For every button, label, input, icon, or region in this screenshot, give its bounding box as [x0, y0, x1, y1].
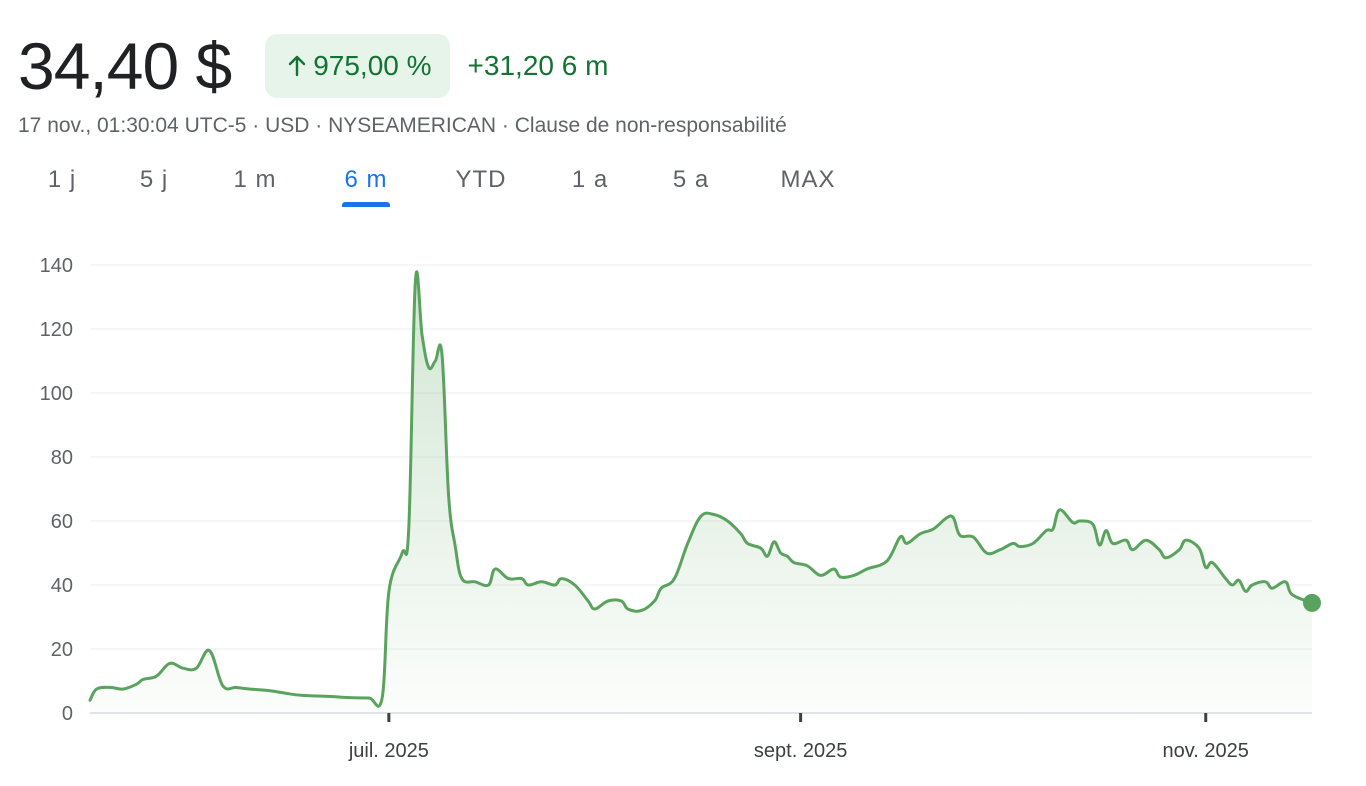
tab-5-days[interactable]: 5 j	[139, 166, 169, 193]
price-line	[88, 270, 1314, 708]
quote-meta: 17 nov., 01:30:04 UTC-5 · USD · NYSEAMER…	[18, 114, 787, 137]
x-axis: juil. 2025 sept. 2025 nov. 2025	[348, 713, 1249, 762]
tab-1-day[interactable]: 1 j	[47, 166, 77, 193]
change-percent: 975,00 %	[313, 50, 432, 81]
y-tick-label: 40	[51, 575, 73, 597]
tab-1-month[interactable]: 1 m	[233, 166, 277, 193]
y-tick-label: 100	[40, 383, 73, 405]
y-tick-label: 0	[62, 703, 73, 725]
x-tick-label: sept. 2025	[754, 740, 847, 762]
y-axis: 0 20 40 60 80 100 120 140	[40, 255, 73, 725]
change-absolute: +31,20 6 m	[467, 50, 609, 81]
x-tick-label: juil. 2025	[348, 740, 429, 762]
active-tab-indicator	[342, 202, 390, 207]
y-tick-label: 140	[40, 255, 73, 277]
last-price-marker	[1303, 593, 1321, 612]
price-area	[90, 271, 1312, 713]
y-tick-label: 20	[51, 639, 73, 661]
quote-header: 34,40 $ 975,00 % +31,20 6 m	[18, 26, 608, 106]
arrow-up-icon	[285, 52, 309, 80]
time-range-tabs: 1 j 5 j 1 m 6 m YTD 1 a 5 a MAX	[0, 166, 900, 214]
tab-max[interactable]: MAX	[780, 166, 836, 193]
tab-ytd[interactable]: YTD	[455, 166, 507, 193]
change-percent-badge: 975,00 %	[265, 34, 450, 98]
y-tick-label: 120	[40, 319, 73, 341]
tab-1-year[interactable]: 1 a	[571, 166, 609, 193]
current-price: 34,40 $	[18, 29, 232, 103]
y-tick-label: 60	[51, 511, 73, 533]
price-chart[interactable]: 0 20 40 60 80 100 120 140 juil. 2025 sept. 2025 n…	[0, 230, 1366, 786]
tab-6-months[interactable]: 6 m	[344, 166, 388, 193]
tab-5-years[interactable]: 5 a	[672, 166, 710, 193]
x-tick-label: nov. 2025	[1163, 740, 1249, 762]
y-tick-label: 80	[51, 447, 73, 469]
